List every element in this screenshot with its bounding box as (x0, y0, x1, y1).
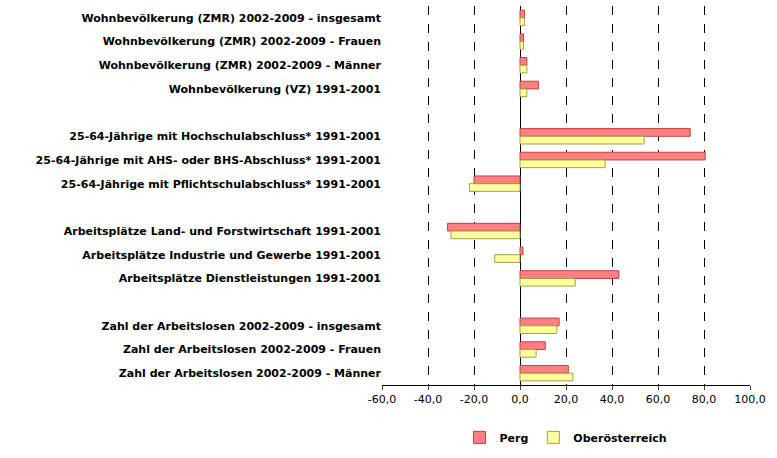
svg-text:Wohnbevölkerung (ZMR) 2002-200: Wohnbevölkerung (ZMR) 2002-2009 - Männer (99, 59, 382, 72)
svg-text:Arbeitsplätze Industrie und Ge: Arbeitsplätze Industrie und Gewerbe 1991… (82, 249, 381, 262)
svg-text:-20,0: -20,0 (460, 393, 488, 406)
svg-text:100,0: 100,0 (734, 393, 766, 406)
svg-text:60,0: 60,0 (646, 393, 671, 406)
svg-text:Zahl der Arbeitslosen 2002-200: Zahl der Arbeitslosen 2002-2009 - insges… (102, 320, 381, 333)
svg-text:Wohnbevölkerung (ZMR) 2002-200: Wohnbevölkerung (ZMR) 2002-2009 - Frauen (103, 35, 381, 48)
svg-text:Zahl der Arbeitslosen 2002-200: Zahl der Arbeitslosen 2002-2009 - Männer (119, 367, 382, 380)
svg-text:20,0: 20,0 (554, 393, 579, 406)
svg-text:Perg: Perg (500, 432, 529, 445)
svg-text:Arbeitsplätze Dienstleistungen: Arbeitsplätze Dienstleistungen 1991-2001 (119, 272, 381, 285)
svg-text:-40,0: -40,0 (414, 393, 442, 406)
svg-text:25-64-Jährige mit AHS- oder BH: 25-64-Jährige mit AHS- oder BHS-Abschlus… (36, 154, 381, 167)
svg-text:-60,0: -60,0 (368, 393, 396, 406)
svg-text:25-64-Jährige mit Pflichtschul: 25-64-Jährige mit Pflichtschulabschluss*… (61, 178, 381, 191)
svg-text:0,0: 0,0 (511, 393, 529, 406)
svg-text:Wohnbevölkerung (ZMR) 2002-200: Wohnbevölkerung (ZMR) 2002-2009 - insges… (81, 12, 381, 25)
svg-text:Arbeitsplätze Land- und Forstw: Arbeitsplätze Land- und Forstwirtschaft … (64, 225, 381, 238)
svg-text:40,0: 40,0 (600, 393, 625, 406)
svg-text:25-64-Jährige mit Hochschulabs: 25-64-Jährige mit Hochschulabschluss* 19… (69, 130, 381, 143)
svg-text:80,0: 80,0 (692, 393, 717, 406)
svg-text:Oberösterreich: Oberösterreich (573, 432, 666, 445)
svg-text:Wohnbevölkerung (VZ) 1991-2001: Wohnbevölkerung (VZ) 1991-2001 (169, 83, 381, 96)
svg-text:Zahl der Arbeitslosen 2002-200: Zahl der Arbeitslosen 2002-2009 - Frauen (123, 343, 381, 356)
